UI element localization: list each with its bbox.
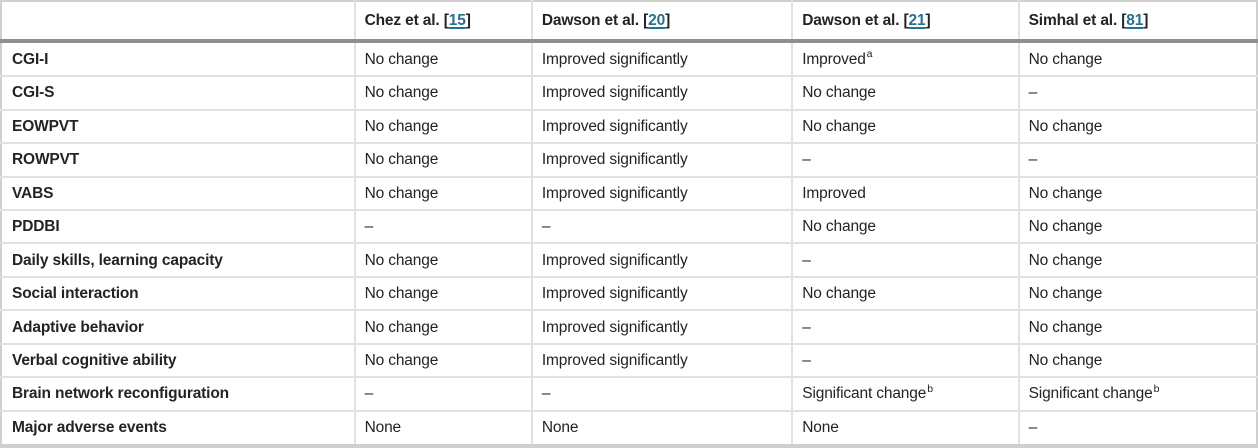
table-row: VABS No change Improved significantly Impro… [1,175,1257,211]
study-name-text: Dawson et al. [ [802,12,909,30]
row-label: Brain network reconfiguration [1,376,355,411]
outcome-cell: Improved [791,175,1019,211]
table-row: Social interaction No change Improved sign… [1,275,1257,311]
study-name-text: Simhal et al. [ [1028,12,1127,30]
footnote-marker: b [1153,383,1160,396]
outcome-cell: No change [1017,209,1257,244]
outcome-cell: – [1017,75,1257,110]
outcome-cell: Significant changeb [791,376,1019,411]
outcome-cell: No change [1017,242,1257,277]
outcome-cell: None [791,409,1019,446]
bracket-close-text: ] [1143,12,1149,30]
table-header: Chez et al. [15] Dawson et al. [20] Dawson… [1,1,1257,43]
bracket-close-text: ] [925,12,931,30]
column-header-dawson-et-al-21: Dawson et al. [21] [791,1,1019,43]
outcome-cell: – [1017,142,1257,177]
outcome-cell: – [791,142,1019,177]
outcome-cell: No change [353,342,532,378]
citation-link-21[interactable]: 21 [908,12,926,30]
outcome-cell: No change [791,209,1019,244]
outcome-cell: – [530,376,793,411]
outcome-cell: Improved significantly [530,275,793,311]
row-label: EOWPVT [1,108,355,144]
table-row: Verbal cognitive ability No change Improve… [1,342,1257,378]
outcome-cell: Improved significantly [530,342,793,378]
citation-link-15[interactable]: 15 [448,12,466,30]
outcome-cell: No change [353,275,532,311]
table-row: CGI-S No change Improved significantly No c… [1,75,1257,110]
row-label: Major adverse events [1,409,355,446]
outcome-cell: None [530,409,793,446]
outcome-cell: No change [791,275,1019,311]
table-row: PDDBI – – No change No change [1,209,1257,244]
row-label: VABS [1,175,355,211]
outcome-cell: Improved significantly [530,175,793,211]
column-header-dawson-et-al-20: Dawson et al. [20] [530,1,793,43]
outcome-cell: – [791,342,1019,378]
citation-link-81[interactable]: 81 [1126,12,1144,30]
table-row: EOWPVT No change Improved significantly No … [1,108,1257,144]
row-label: PDDBI [1,209,355,244]
outcome-cell: No change [1017,39,1257,77]
row-label: ROWPVT [1,142,355,177]
outcome-cell: No change [353,175,532,211]
row-label: Verbal cognitive ability [1,342,355,378]
outcome-cell: No change [1017,175,1257,211]
outcome-cell: No change [353,309,532,344]
study-name-text: Chez et al. [ [364,12,449,30]
outcome-cell: – [1017,409,1257,446]
citation-link-20[interactable]: 20 [648,12,666,30]
outcome-cell: Improved significantly [530,142,793,177]
outcome-cell: – [353,376,532,411]
footnote-marker: a [866,48,873,61]
outcome-cell: Improved significantly [530,108,793,144]
row-label: Daily skills, learning capacity [1,242,355,277]
bracket-close-text: ] [465,12,471,30]
column-header-chez-et-al-15: Chez et al. [15] [353,1,532,43]
footnote-marker: b [927,383,934,396]
outcome-cell: No change [353,242,532,277]
outcome-cell: No change [353,39,532,77]
row-label: CGI-S [1,75,355,110]
table-row: CGI-I No change Improved significantly Impr… [1,39,1257,77]
outcome-cell: No change [791,108,1019,144]
table-body: CGI-I No change Improved significantly Impr… [1,39,1257,446]
outcome-cell: – [791,242,1019,277]
row-label: CGI-I [1,39,355,77]
study-name-text: Dawson et al. [ [541,12,649,30]
outcome-cell: Improved significantly [530,309,793,344]
outcome-cell: No change [353,75,532,110]
outcome-cell: No change [1017,275,1257,311]
outcome-cell: No change [1017,108,1257,144]
outcome-cell: None [353,409,532,446]
outcome-cell: Improved significantly [530,39,793,77]
outcome-cell: No change [353,108,532,144]
outcome-cell: Improved significantly [530,75,793,110]
outcome-cell: – [791,309,1019,344]
outcome-cell: No change [791,75,1019,110]
outcome-cell: Improveda [791,39,1019,77]
row-label: Adaptive behavior [1,309,355,344]
outcome-cell: No change [353,142,532,177]
table-row: Brain network reconfiguration – – Significa… [1,376,1257,411]
outcome-cell: No change [1017,309,1257,344]
header-row: Chez et al. [15] Dawson et al. [20] Dawson… [1,1,1257,43]
outcome-cell: Significant changeb [1017,376,1257,411]
outcome-cell: No change [1017,342,1257,378]
row-label: Social interaction [1,275,355,311]
outcome-cell: – [353,209,532,244]
table-row: Adaptive behavior No change Improved signi… [1,309,1257,344]
corner-cell [1,1,355,43]
table-row: Daily skills, learning capacity No change… [1,242,1257,277]
column-header-simhal-et-al-81: Simhal et al. [81] [1017,1,1257,43]
outcome-cell: – [530,209,793,244]
table-row: Major adverse events None None None – [1,409,1257,446]
outcome-cell: Improved significantly [530,242,793,277]
table-row: ROWPVT No change Improved significantly – – [1,142,1257,177]
bracket-close-text: ] [665,12,671,30]
